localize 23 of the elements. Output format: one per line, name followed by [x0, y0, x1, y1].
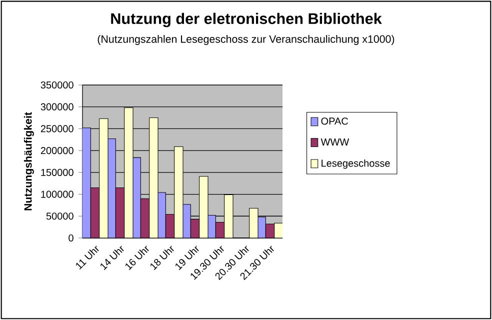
x-tick-label: 18 Uhr — [150, 246, 174, 270]
x-tick-label: 14 Uhr — [100, 246, 124, 270]
chart-subtitle: (Nutzungszahlen Lesegeschoss zur Veranschaulichung x1000) — [98, 35, 394, 45]
x-tick-label: 19 Uhr — [176, 246, 199, 270]
y-tick-label: 0 — [68, 234, 74, 242]
y-tick-label: 250000 — [40, 125, 74, 132]
x-tick-label: 11 Uhr — [76, 246, 99, 270]
legend-label: OPAC — [321, 118, 348, 125]
y-tick-label: 50000 — [46, 212, 74, 220]
y-tick-label: 150000 — [41, 168, 74, 176]
legend-label: WWW — [320, 138, 350, 146]
x-tick-label: 16 Uhr — [126, 246, 149, 270]
y-axis-title: Nutzungshäufigkeit — [24, 112, 34, 210]
chart-title: Nutzung der eletronischen Bibliothek — [111, 12, 382, 28]
y-tick-label: 300000 — [40, 103, 74, 110]
bar — [140, 198, 150, 238]
y-tick-label: 350000 — [40, 81, 74, 89]
legend-label: Lesegeschosse — [322, 159, 390, 169]
y-tick-label: 200000 — [40, 147, 74, 154]
bar — [115, 187, 125, 238]
bar — [165, 214, 175, 238]
bar — [90, 187, 100, 238]
y-tick-label: 100000 — [41, 190, 74, 198]
